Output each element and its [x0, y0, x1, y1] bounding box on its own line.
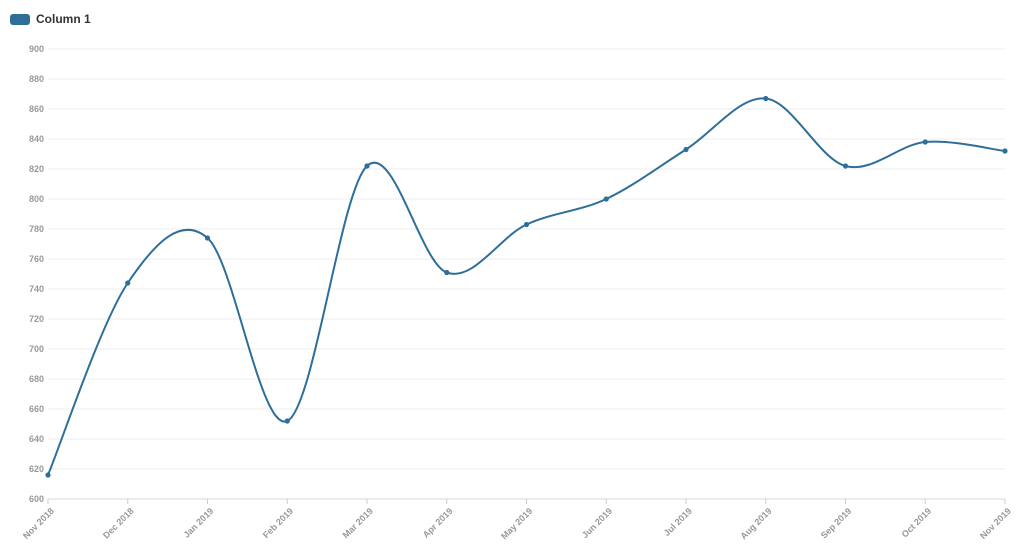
data-point[interactable] [284, 418, 290, 424]
x-tick-label: Feb 2019 [261, 506, 295, 540]
data-point[interactable] [125, 280, 131, 286]
series-line [47, 97, 1006, 476]
series-layer [45, 95, 1008, 478]
y-tick-label: 880 [29, 74, 44, 84]
y-tick-label: 780 [29, 224, 44, 234]
y-tick-label: 740 [29, 284, 44, 294]
x-tick-label: Sep 2019 [819, 506, 854, 541]
data-point[interactable] [364, 163, 370, 169]
data-point[interactable] [444, 269, 450, 276]
x-tick-label: Jul 2019 [662, 506, 694, 538]
y-tick-label: 700 [29, 344, 44, 354]
y-tick-label: 860 [29, 104, 44, 114]
y-tick-label: 800 [29, 194, 44, 204]
legend-label: Column 1 [36, 12, 91, 26]
grid-lines [48, 48, 1005, 500]
data-point[interactable] [523, 221, 530, 228]
x-tick-label: Dec 2018 [101, 506, 136, 541]
y-tick-label: 760 [29, 254, 44, 264]
legend-swatch [10, 13, 30, 25]
x-tick-label: Oct 2019 [900, 506, 934, 540]
x-tick-label: Jun 2019 [580, 506, 614, 540]
x-tick-label: Nov 2019 [978, 506, 1013, 541]
legend: Column 1 [10, 12, 91, 26]
x-tick-label: May 2019 [499, 506, 534, 541]
x-tick-label: Jan 2019 [181, 506, 215, 540]
y-tick-label: 900 [29, 44, 44, 54]
data-point[interactable] [842, 163, 849, 169]
y-tick-label: 600 [29, 494, 44, 504]
y-tick-label: 660 [29, 404, 44, 414]
x-tick-label: Nov 2018 [21, 506, 56, 541]
data-point[interactable] [45, 472, 51, 478]
y-axis: 600 620 640 660 680 700 720 740 760 780 800 820 840 8… [29, 44, 44, 504]
y-tick-label: 720 [29, 314, 44, 324]
y-tick-label: 680 [29, 374, 44, 384]
data-point[interactable] [683, 146, 689, 153]
data-point[interactable] [763, 95, 769, 102]
data-point[interactable] [204, 235, 211, 241]
x-tick-label: Apr 2019 [421, 506, 455, 540]
x-tick-label: Aug 2019 [738, 506, 773, 541]
y-tick-label: 640 [29, 434, 44, 444]
data-point[interactable] [603, 196, 609, 202]
x-axis: Nov 2018 Dec 2018 Jan 2019 Feb 2019 Mar 2019… [21, 499, 1013, 541]
data-point[interactable] [1002, 148, 1008, 154]
y-tick-label: 840 [29, 134, 44, 144]
data-point[interactable] [922, 139, 928, 145]
x-tick-label: Mar 2019 [341, 506, 375, 540]
y-tick-label: 820 [29, 164, 44, 174]
y-tick-label: 620 [29, 464, 44, 474]
